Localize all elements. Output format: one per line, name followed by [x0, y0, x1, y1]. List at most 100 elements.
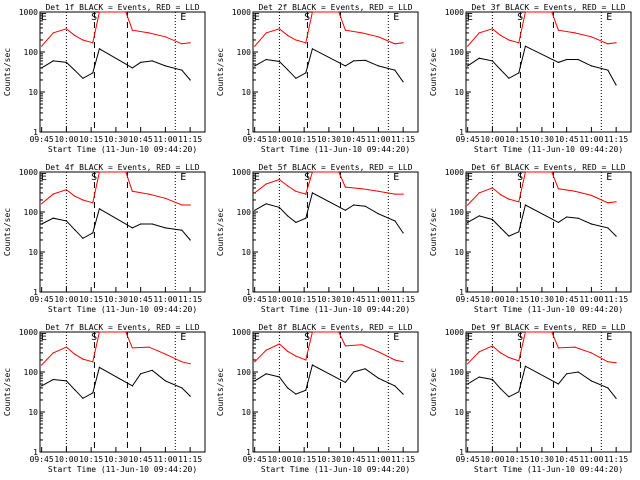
- lld-series-line: [467, 331, 617, 365]
- x-tick-label: 11:00: [366, 455, 390, 464]
- x-tick-label: 10:00: [267, 455, 291, 464]
- lld-series-line: [467, 171, 617, 206]
- data-point: [295, 221, 297, 223]
- data-point: [131, 190, 133, 192]
- lld-series-line: [41, 171, 191, 206]
- x-tick-label: 10:45: [342, 455, 366, 464]
- data-point: [344, 381, 346, 383]
- data-point: [478, 32, 480, 34]
- y-tick-label: 100: [237, 48, 252, 57]
- data-point: [131, 385, 133, 387]
- data-point: [92, 42, 94, 44]
- data-point: [557, 221, 560, 223]
- x-tick-label: 10:45: [129, 135, 153, 144]
- data-point: [478, 57, 480, 59]
- data-point: [557, 383, 560, 385]
- data-point: [402, 393, 404, 395]
- data-point: [305, 217, 307, 219]
- x-axis-label: Start Time (11-Jun-10 09:44:20): [261, 305, 410, 314]
- lld-series-line: [467, 11, 617, 47]
- data-point: [98, 208, 100, 210]
- data-point: [148, 193, 150, 195]
- data-point: [478, 215, 480, 217]
- data-point: [254, 209, 256, 211]
- y-axis-label: Counts/sec: [3, 208, 12, 256]
- data-point: [478, 351, 480, 353]
- data-point: [74, 389, 76, 391]
- data-point: [92, 72, 94, 74]
- y-tick-label: 100: [24, 208, 39, 217]
- data-point: [305, 359, 307, 361]
- plot-frame: [252, 331, 419, 453]
- data-point: [491, 218, 493, 221]
- data-point: [125, 11, 127, 13]
- x-tick-label: 09:45: [30, 135, 54, 144]
- data-point: [377, 351, 379, 353]
- data-point: [500, 69, 502, 71]
- lld-series-line: [254, 171, 404, 195]
- data-point: [574, 190, 576, 192]
- x-tick-label: 11:15: [178, 455, 202, 464]
- data-point: [577, 371, 579, 373]
- data-point: [41, 203, 43, 205]
- y-tick-label: 100: [237, 208, 252, 217]
- data-point: [467, 221, 469, 223]
- events-series-line: [467, 45, 617, 86]
- event-marker-label: E: [254, 172, 260, 183]
- chart-title: Det 1f BLACK = Events, RED = LLD: [45, 3, 199, 12]
- x-tick-label: 09:45: [243, 135, 267, 144]
- x-tick-label: 10:30: [104, 295, 128, 304]
- event-marker-label: E: [41, 172, 47, 183]
- x-tick-label: 10:15: [79, 295, 103, 304]
- data-point: [590, 352, 593, 354]
- x-tick-label: 11:00: [366, 295, 390, 304]
- data-point: [353, 371, 355, 373]
- y-tick-label: 10: [241, 408, 251, 417]
- x-tick-label: 10:00: [54, 135, 78, 144]
- x-tick-label: 11:00: [153, 295, 177, 304]
- data-point: [305, 389, 307, 391]
- data-point: [181, 69, 183, 71]
- x-tick-label: 09:45: [456, 295, 480, 304]
- chart-panel: Det 7f BLACK = Events, RED = LLD 1 10 100 10…: [3, 323, 206, 474]
- data-point: [92, 361, 94, 363]
- data-point: [41, 364, 43, 366]
- data-point: [52, 217, 54, 219]
- x-tick-label: 10:30: [317, 455, 341, 464]
- data-point: [65, 380, 67, 382]
- data-point: [590, 223, 593, 225]
- x-tick-label: 10:15: [292, 135, 316, 144]
- x-axis-label: Start Time (11-Jun-10 09:44:20): [48, 465, 197, 474]
- data-point: [189, 363, 191, 365]
- data-point: [364, 368, 366, 370]
- y-tick-label: 100: [450, 48, 465, 57]
- data-point: [164, 227, 166, 229]
- data-point: [65, 28, 67, 30]
- data-point: [74, 353, 76, 355]
- data-point: [295, 393, 297, 395]
- data-point: [557, 61, 560, 64]
- data-point: [164, 65, 166, 67]
- events-series-line: [41, 366, 191, 399]
- data-point: [148, 346, 150, 348]
- data-point: [577, 58, 579, 61]
- event-marker-label: S: [91, 12, 97, 23]
- data-point: [131, 29, 133, 31]
- chart-panel: Det 9f BLACK = Events, RED = LLD 1 10 100 10…: [429, 323, 632, 474]
- event-marker-label: E: [606, 172, 612, 183]
- events-series-line: [254, 192, 404, 234]
- data-point: [278, 178, 280, 181]
- data-point: [551, 11, 553, 13]
- data-point: [344, 65, 346, 67]
- x-tick-label: 09:45: [243, 295, 267, 304]
- y-axis-label: Counts/sec: [429, 208, 438, 256]
- data-point: [524, 204, 527, 206]
- data-point: [74, 229, 76, 231]
- event-marker-label: E: [606, 12, 612, 23]
- y-tick-label: 1000: [445, 8, 464, 17]
- data-point: [344, 186, 346, 188]
- data-point: [590, 65, 593, 67]
- data-point: [467, 65, 469, 67]
- x-tick-label: 11:15: [178, 135, 202, 144]
- events-series-line: [467, 204, 617, 237]
